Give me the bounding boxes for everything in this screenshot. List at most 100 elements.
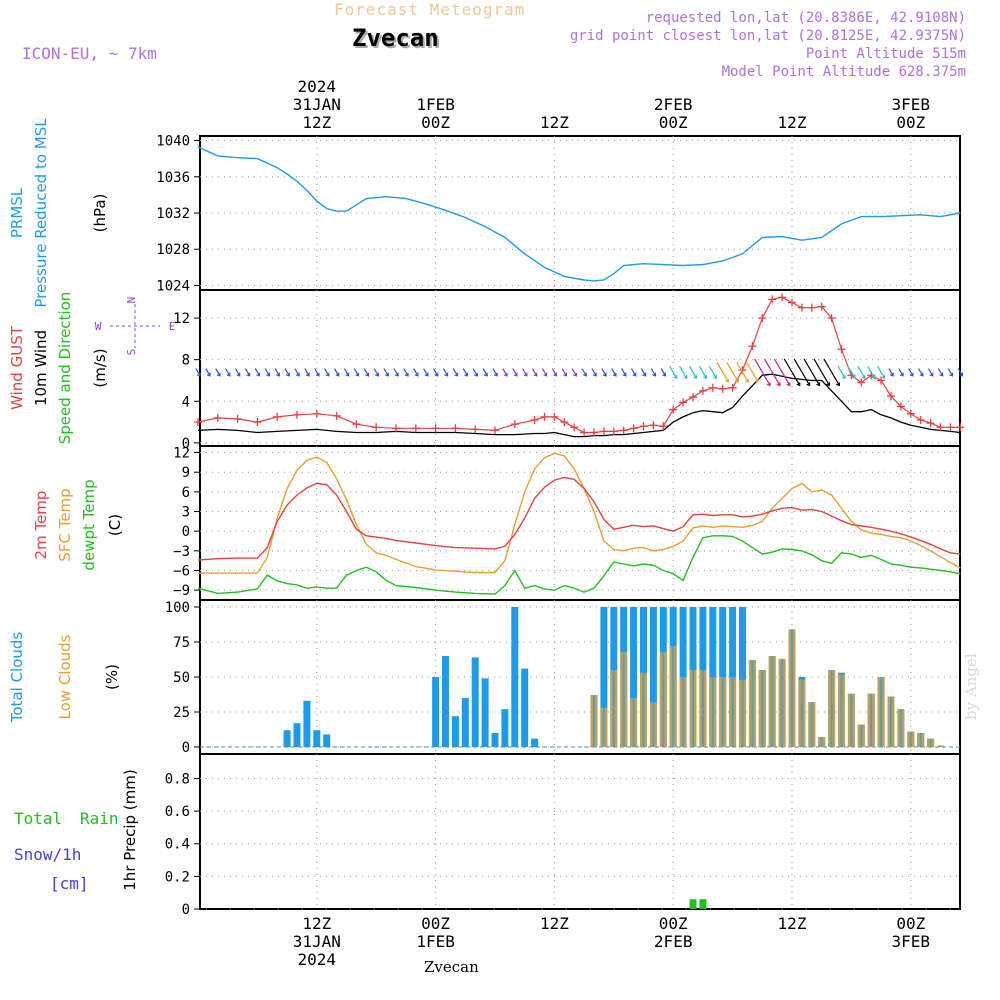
precip-ytick-label: 0.8 (165, 771, 190, 787)
clouds-total-bar (293, 723, 301, 747)
point-altitude: Point Altitude 515m (805, 46, 966, 62)
clouds-total-bar (283, 730, 291, 747)
clouds-total-overlay (899, 709, 902, 747)
pressure-unit: (hPa) (91, 194, 109, 233)
wind-direction-arrow (688, 365, 698, 379)
wind-direction-arrowhead (295, 372, 300, 377)
wind-direction-arrowhead (256, 372, 261, 377)
temp-dewpt-line (197, 535, 961, 595)
bottom-time-label: 31JAN (293, 932, 341, 951)
wind-direction-arrow (867, 365, 876, 379)
temp-ytick-label: 3 (182, 505, 190, 521)
clouds-ytick-label: 50 (173, 670, 190, 686)
clouds-total-bar (313, 730, 321, 747)
wind-direction-arrow (442, 368, 449, 377)
clouds-total-overlay (771, 656, 774, 747)
compass-south: S (125, 349, 138, 356)
clouds-total-overlay (939, 745, 942, 747)
temp-2m-line (197, 476, 961, 561)
wind-direction-arrow (621, 368, 627, 377)
precip-panel-frame (199, 753, 961, 910)
wind-direction-arrowhead (276, 372, 280, 377)
clouds-total-overlay (692, 670, 694, 747)
wind-direction-arrow (591, 368, 597, 377)
precip-ytick-label: 0.4 (165, 837, 190, 853)
wind-direction-arrow (294, 368, 300, 377)
wind-direction-arrowhead (673, 375, 678, 379)
wind-direction-arrowhead (325, 372, 330, 377)
top-time-label: 12Z (302, 113, 331, 132)
wind-direction-arrowhead (246, 372, 251, 377)
wind-direction-arrowhead (563, 372, 568, 377)
wind-direction-arrowhead (652, 372, 657, 377)
precip-label-total: Total (14, 809, 62, 828)
wind-direction-arrowhead (826, 382, 831, 387)
precip-label-snow: Snow/1h (14, 845, 81, 864)
wind-direction-arrow (679, 365, 688, 379)
clouds-total-overlay (751, 660, 754, 747)
gridpoint-coords: grid point closest lon,lat (20.8125E, 42… (569, 28, 966, 44)
pressure-ytick-label: 1032 (156, 206, 190, 222)
wind-direction-arrow (857, 365, 866, 379)
wind-direction-arrowhead (796, 382, 801, 387)
clouds-ytick-label: 75 (173, 635, 190, 651)
wind-direction-arrow (541, 368, 548, 377)
clouds-total-overlay (761, 670, 764, 747)
wind-direction-arrowhead (236, 372, 241, 377)
wind-direction-arrow (847, 365, 856, 379)
wind-direction-arrowhead (434, 372, 439, 377)
top-time-label: 1FEB (416, 95, 455, 114)
wind-direction-arrowhead (315, 372, 320, 377)
precip-ytick-label: 0.2 (165, 869, 190, 885)
wind-direction-arrow (304, 368, 310, 377)
wind-direction-arrow (284, 368, 290, 377)
wind-direction-arrowhead (776, 382, 781, 387)
top-time-label: 31JAN (293, 95, 341, 114)
clouds-total-overlay (850, 693, 853, 747)
temp-ytick-label: −3 (173, 544, 190, 560)
wind-direction-arrowhead (404, 372, 409, 377)
wind-direction-arrow (898, 368, 904, 377)
wind-direction-arrowhead (266, 372, 270, 377)
bottom-time-label: 00Z (896, 914, 925, 933)
temp-label-sfc: SFC Temp (56, 488, 74, 561)
clouds-total-overlay (810, 702, 813, 747)
wind-direction-arrowhead (612, 372, 617, 377)
clouds-total-bar (501, 709, 509, 747)
precip-label-rain: Rain (80, 809, 119, 828)
wind-direction-arrowhead (939, 372, 944, 377)
product-title: Forecast Meteogram (334, 0, 526, 19)
precip-ytick-label: 0.6 (165, 804, 190, 820)
wind-direction-arrowhead (454, 372, 459, 377)
clouds-total-bar (600, 607, 608, 747)
temp-unit: (C) (106, 514, 124, 536)
wind-direction-arrowhead (226, 372, 231, 377)
temp-ytick-label: −6 (173, 564, 190, 580)
wind-direction-arrowhead (543, 372, 548, 377)
wind-direction-arrowhead (889, 372, 894, 377)
clouds-total-bar (442, 656, 449, 747)
clouds-total-overlay (731, 677, 734, 747)
model-label: ICON-EU, ~ 7km (22, 44, 157, 63)
bottom-time-label: 1FEB (416, 932, 455, 951)
wind-direction-arrowhead (444, 372, 449, 377)
wind-direction-arrowhead (583, 372, 587, 377)
wind-direction-arrowhead (216, 372, 221, 377)
bottom-time-label: 2024 (298, 950, 337, 969)
wind-direction-arrowhead (642, 372, 647, 377)
wind-direction-arrow (669, 365, 678, 379)
wind-direction-arrowhead (735, 378, 739, 383)
wind-direction-arrow (783, 358, 801, 386)
wind-direction-arrow (324, 368, 330, 377)
clouds-total-overlay (652, 702, 655, 747)
compass-east: E (169, 320, 176, 333)
bottom-time-label: 2FEB (654, 932, 693, 951)
wind-direction-arrow (373, 368, 379, 377)
clouds-total-bar (511, 607, 519, 747)
wind-direction-arrowhead (851, 375, 856, 379)
wind-direction-arrowhead (899, 372, 904, 377)
clouds-total-overlay (870, 693, 873, 747)
wind-direction-arrowhead (206, 372, 211, 377)
wind-direction-arrow (736, 362, 749, 383)
